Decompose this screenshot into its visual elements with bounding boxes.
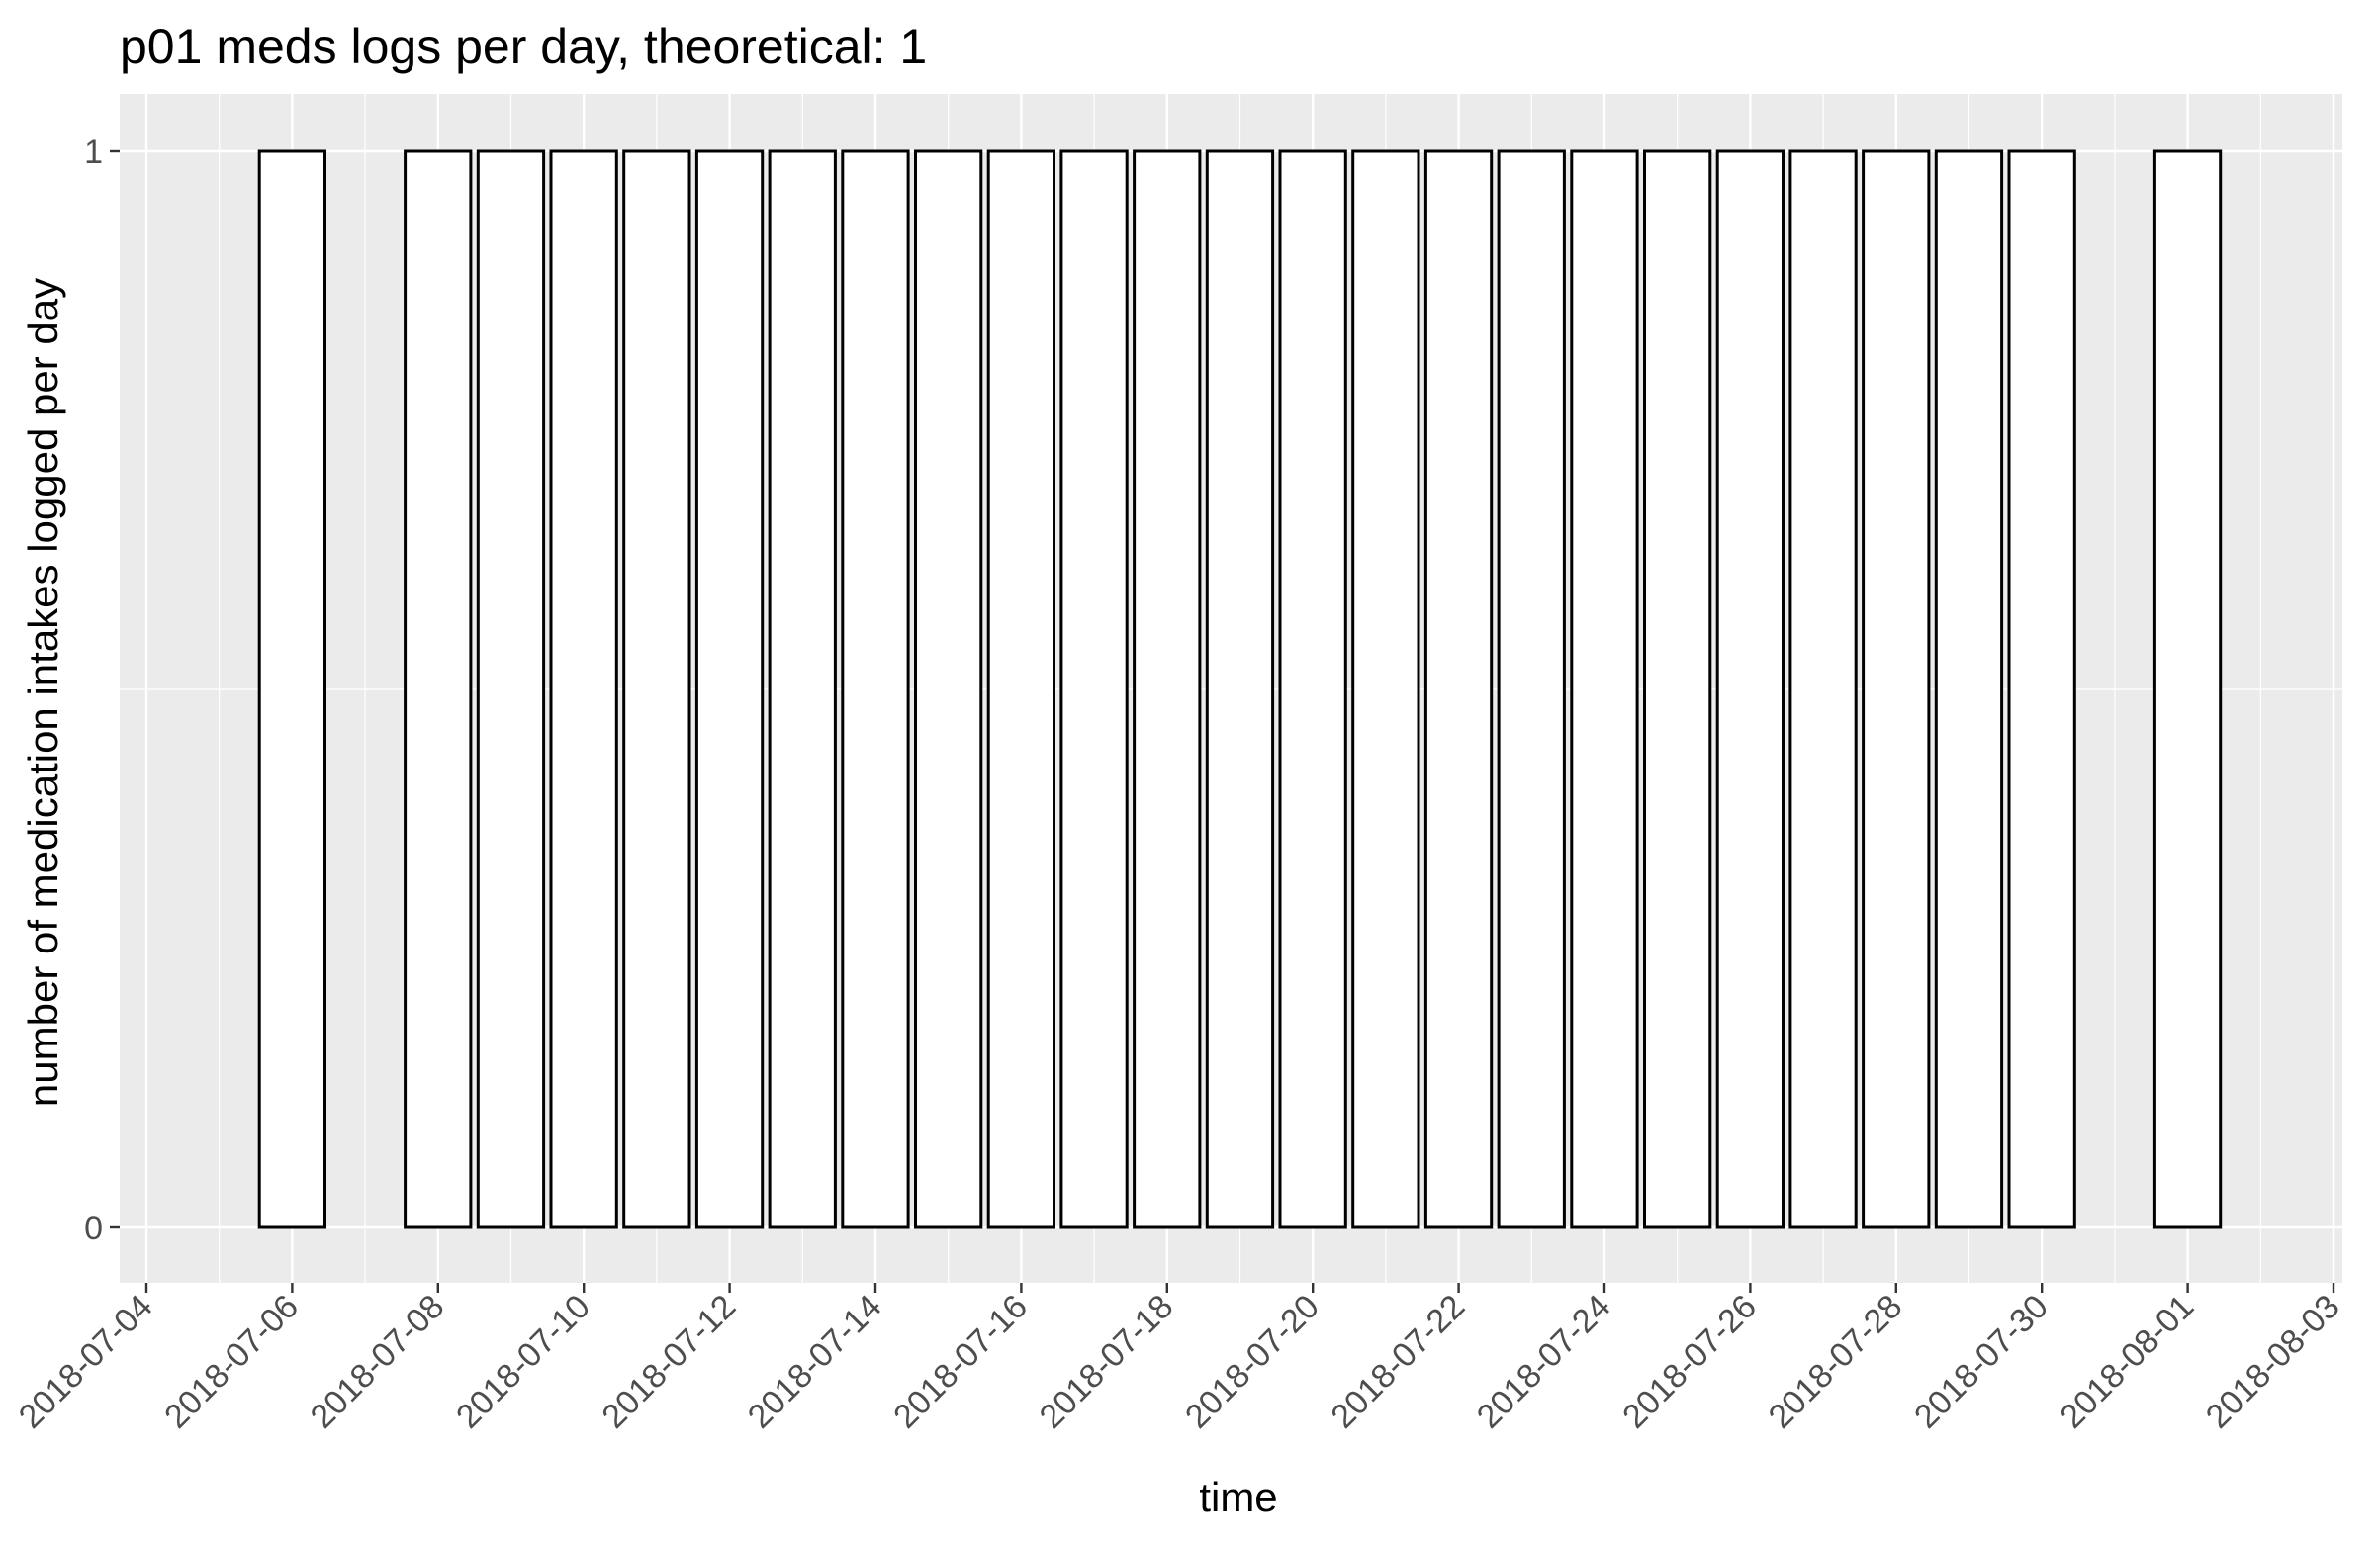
bar-2018-07-20 <box>1278 149 1347 1229</box>
bar-2018-08-01 <box>2152 149 2223 1229</box>
x-axis-title: time <box>1199 1474 1277 1520</box>
bars <box>257 149 2223 1229</box>
bar-2018-07-09 <box>476 149 546 1229</box>
bar-2018-07-17 <box>1059 149 1129 1229</box>
y-axis-title: number of medication intakes logged per … <box>20 278 66 1107</box>
y-axis: 01 <box>84 134 120 1247</box>
bar-2018-07-10 <box>549 149 618 1229</box>
bar-2018-07-22 <box>1423 149 1494 1229</box>
chart-title: p01 meds logs per day, theoretical: 1 <box>120 19 927 74</box>
bar-2018-07-18 <box>1133 149 1202 1229</box>
bar-2018-07-29 <box>1934 149 2004 1229</box>
bar-2018-07-26 <box>1715 149 1785 1229</box>
bar-2018-07-14 <box>841 149 910 1229</box>
bar-2018-07-16 <box>986 149 1056 1229</box>
bar-2018-07-24 <box>1570 149 1639 1229</box>
bar-2018-07-21 <box>1351 149 1420 1229</box>
bar-2018-07-19 <box>1205 149 1275 1229</box>
bar-2018-07-11 <box>622 149 691 1229</box>
bar-2018-07-23 <box>1497 149 1566 1229</box>
bar-2018-07-08 <box>404 149 473 1229</box>
bar-2018-07-15 <box>914 149 983 1229</box>
bar-2018-07-30 <box>2007 149 2076 1229</box>
y-tick-label: 0 <box>84 1210 103 1247</box>
bar-2018-07-25 <box>1643 149 1712 1229</box>
y-tick-label: 1 <box>84 134 103 171</box>
bar-2018-07-12 <box>694 149 765 1229</box>
bar-2018-07-06 <box>257 149 327 1229</box>
bar-2018-07-13 <box>768 149 837 1229</box>
bar-2018-07-27 <box>1788 149 1858 1229</box>
bar-2018-07-28 <box>1862 149 1931 1229</box>
